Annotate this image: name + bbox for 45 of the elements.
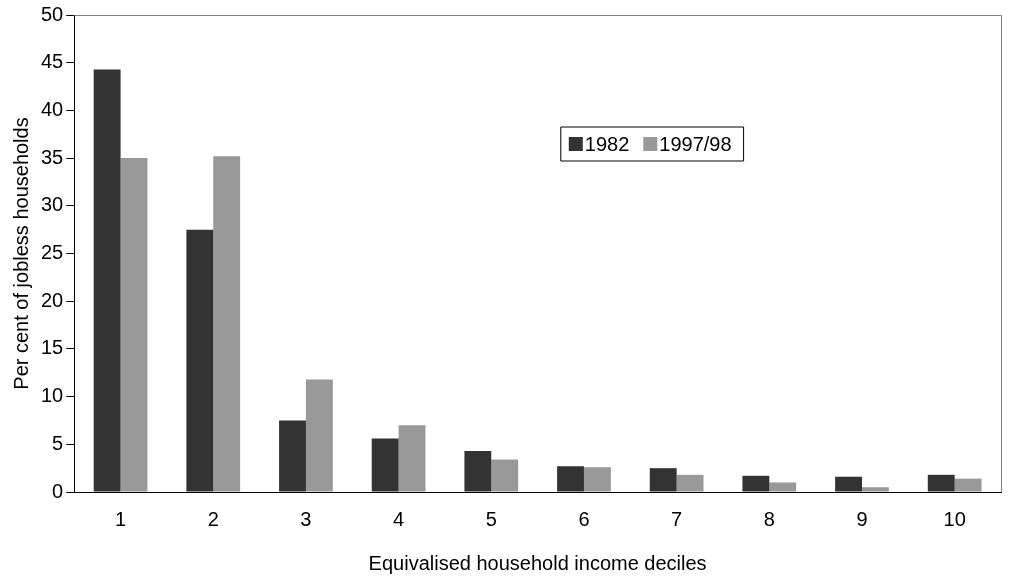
bar — [927, 474, 955, 492]
y-tick-label: 15 — [41, 336, 64, 359]
bar — [491, 459, 519, 492]
bar — [557, 466, 584, 492]
bar — [279, 420, 306, 492]
x-tick-label: 5 — [485, 507, 497, 530]
bar — [742, 475, 770, 492]
x-axis-title: Equivalised household income deciles — [368, 551, 707, 574]
y-tick-label: 25 — [41, 241, 64, 264]
bar — [676, 474, 704, 492]
x-tick-label: 9 — [856, 507, 868, 530]
y-tick-label: 20 — [41, 288, 64, 311]
y-tick-label: 35 — [41, 145, 64, 168]
bar — [649, 468, 677, 492]
bar — [398, 425, 426, 492]
bar — [835, 476, 862, 492]
bar — [120, 158, 148, 492]
x-tick-label: 1 — [115, 507, 127, 530]
y-tick-label: 5 — [52, 431, 64, 454]
y-tick-label: 40 — [41, 97, 64, 120]
x-tick-label: 8 — [763, 507, 775, 530]
x-tick-label: 6 — [578, 507, 590, 530]
y-tick-label: 30 — [41, 193, 64, 216]
bar — [861, 487, 889, 492]
bar — [305, 379, 333, 492]
x-tick-label: 3 — [300, 507, 312, 530]
y-tick-label: 45 — [41, 50, 64, 73]
x-tick-label: 2 — [207, 507, 219, 530]
bar — [213, 156, 241, 492]
bar — [464, 450, 492, 492]
bar — [954, 478, 982, 492]
legend-label: 1982 — [584, 132, 630, 155]
bar — [583, 467, 611, 492]
bar — [371, 438, 399, 492]
bar — [186, 229, 214, 492]
y-tick-label: 0 — [52, 479, 64, 502]
bar — [769, 482, 797, 492]
x-tick-label: 7 — [671, 507, 683, 530]
bar — [93, 69, 121, 492]
x-tick-label: 10 — [943, 507, 966, 530]
x-tick-label: 4 — [393, 507, 405, 530]
y-tick-label: 50 — [41, 2, 64, 25]
legend-label: 1997/98 — [659, 132, 732, 155]
y-tick-label: 10 — [41, 384, 64, 407]
y-axis-title: Per cent of jobless households — [9, 117, 32, 390]
